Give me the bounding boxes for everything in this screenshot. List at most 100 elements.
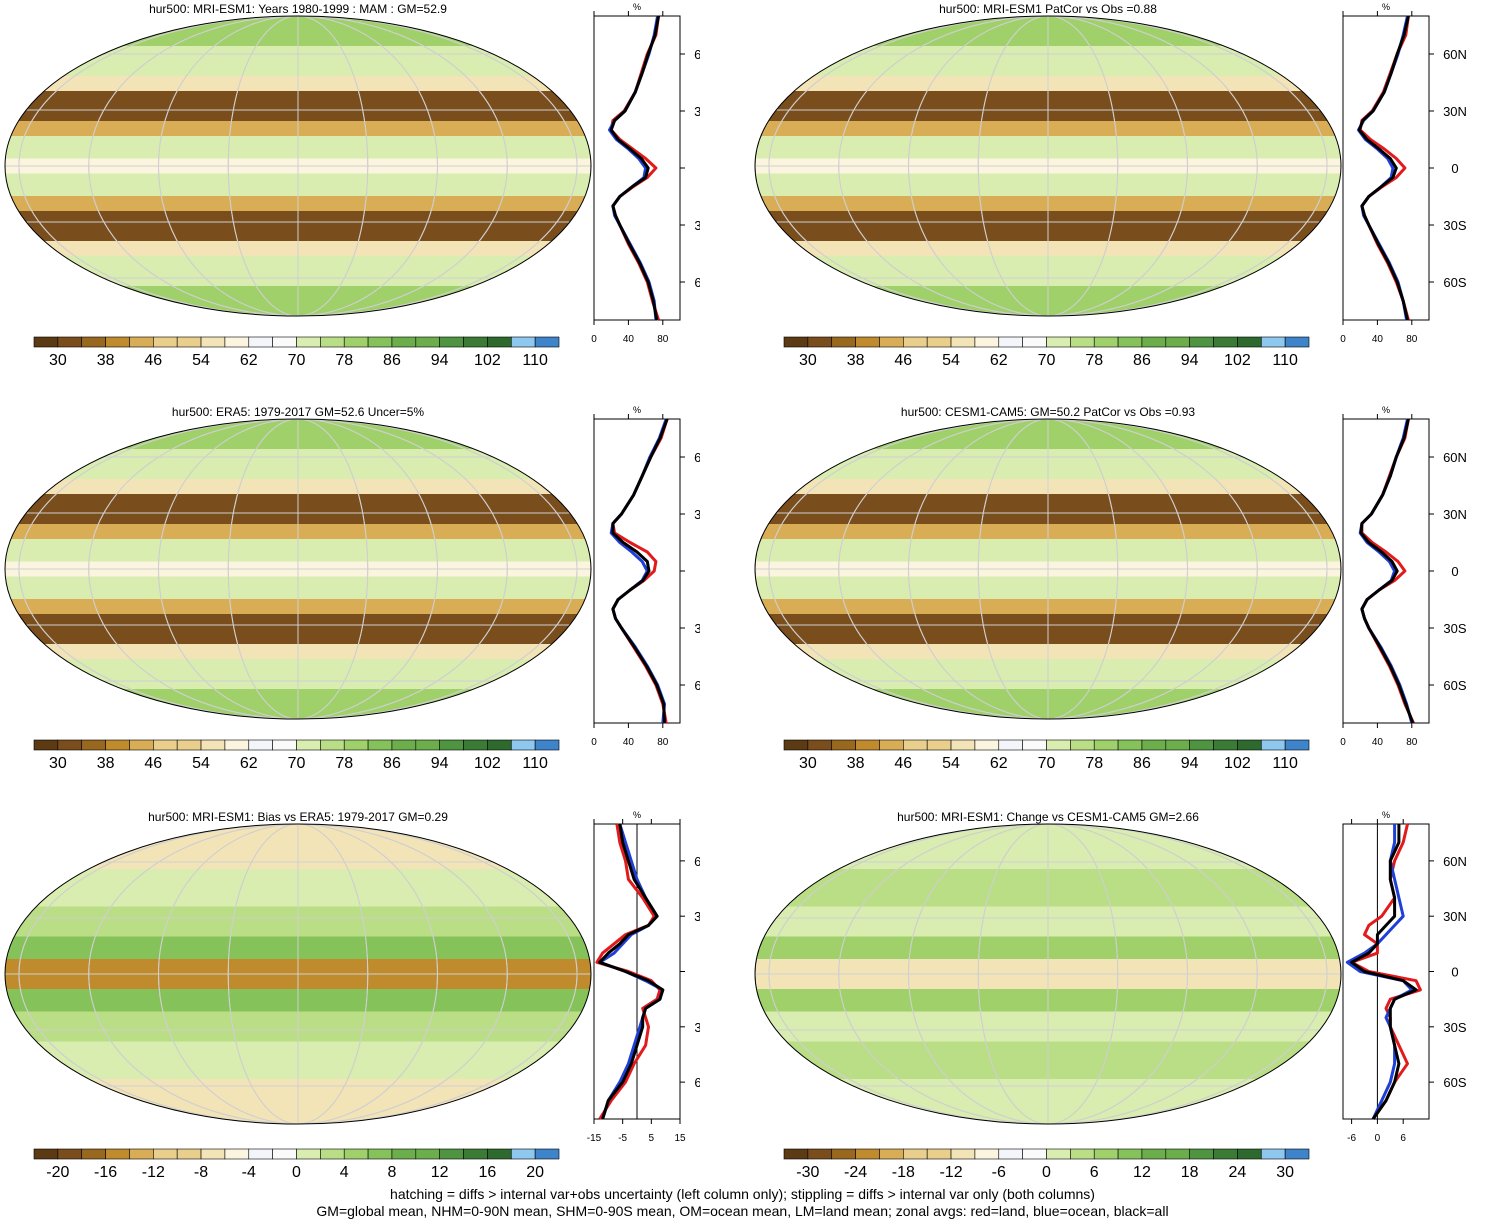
colorbar-tick-label: 54 [192,352,210,369]
colorbar-tick-label: 94 [431,352,449,369]
lat-tick-label: 30S [1443,1020,1466,1035]
colorbar-tick-label: 16 [479,1164,497,1181]
panel-cesm: hur500: CESM1-CAM5: GM=50.2 PatCor vs Ob… [750,403,1485,793]
profile-xlabel: % [633,2,641,12]
map-title: hur500: MRI-ESM1 PatCor vs Obs =0.88 [939,2,1157,16]
lat-tick-label: 60N [1443,854,1467,869]
lat-tick-label: 0 [1451,161,1458,176]
colorbar-tick-label: 38 [97,352,115,369]
lat-tick-label: 30N [694,507,700,522]
x-tick-label: 80 [657,737,669,748]
profile-line-all [598,823,665,1120]
colorbar-tick-label: 46 [894,352,912,369]
map-field [5,16,591,316]
profile-line-all [611,418,669,724]
colorbar-tick-label: -20 [46,1164,69,1181]
colorbar-tick-label: -12 [939,1164,962,1181]
map-title: hur500: ERA5: 1979-2017 GM=52.6 Uncer=5% [172,405,424,419]
lat-tick-label: 60N [694,854,700,869]
map-field [755,419,1341,719]
panel-svg: hur500: ERA5: 1979-2017 GM=52.6 Uncer=5%… [4,405,718,772]
x-tick-label: 0 [1340,737,1346,748]
x-tick-label: 40 [623,737,635,748]
x-tick-label: 40 [1372,737,1384,748]
colorbar-tick-label: 110 [522,755,548,772]
x-tick-label: 0 [591,737,597,748]
colorbar-tick-label: 70 [288,755,306,772]
colorbar-tick-label: 78 [1085,755,1103,772]
x-tick-label: 6 [1400,1133,1406,1144]
colorbar-tick-label: 78 [1085,352,1103,369]
footnote-line1: hatching = diffs > internal var+obs unce… [390,1186,1095,1202]
profile-line-all [1359,418,1415,724]
map-title: hur500: MRI-ESM1: Bias vs ERA5: 1979-201… [148,810,448,824]
colorbar-tick-label: -30 [796,1164,819,1181]
profile-line-all [1357,15,1410,321]
colorbar-tick-label: 18 [1181,1164,1199,1181]
colorbar-tick-label: 12 [1133,1164,1151,1181]
profile-xlabel: % [633,810,641,820]
colorbar-tick-label: -6 [992,1164,1006,1181]
lat-tick-label: 60S [694,1075,700,1090]
map-field [755,824,1341,1124]
lat-tick-label: 60S [1443,275,1466,290]
lat-tick-label: 0 [1451,965,1458,980]
x-tick-label: 80 [1406,737,1418,748]
colorbar-tick-label: 38 [97,755,115,772]
x-tick-label: 80 [1406,334,1418,345]
x-tick-label: 40 [623,334,635,345]
profile-xlabel: % [633,405,641,415]
colorbar-tick-label: 30 [1276,1164,1294,1181]
panel-svg: hur500: MRI-ESM1: Change vs CESM1-CAM5 G… [754,810,1467,1181]
lat-tick-label: 60S [1443,678,1466,693]
lat-tick-label: 30S [694,621,700,636]
lat-tick-label: 30S [1443,218,1466,233]
colorbar: -20 -16 -12 -8 -4 0 4 8 12 16 20 [33,1148,560,1181]
colorbar-tick-label: 62 [990,755,1008,772]
lat-tick-label: 30S [694,218,700,233]
colorbar-tick-label: 94 [1181,352,1199,369]
colorbar-tick-label: 54 [942,352,960,369]
x-tick-label: 80 [657,334,669,345]
panel-bias: hur500: MRI-ESM1: Bias vs ERA5: 1979-201… [0,808,718,1188]
colorbar-tick-label: 6 [1090,1164,1099,1181]
colorbar-tick-label: 0 [1042,1164,1051,1181]
colorbar-tick-label: -12 [142,1164,165,1181]
zonal-profile: 60N 30N 0 30S 60S -6 0 6% [1342,810,1467,1144]
lat-tick-label: 30S [1443,621,1466,636]
colorbar-tick-label: 30 [799,352,817,369]
colorbar: 30 38 46 54 62 70 78 86 94 102 110 [33,336,560,369]
panel-svg: hur500: MRI-ESM1: Years 1980-1999 : MAM … [4,2,718,369]
map-field [5,419,591,719]
colorbar-tick-label: -4 [242,1164,256,1181]
profile-xlabel: % [1382,405,1390,415]
colorbar-tick-label: -8 [194,1164,208,1181]
colorbar-tick-label: 38 [847,352,865,369]
colorbar-tick-label: 8 [388,1164,397,1181]
lat-tick-label: 60S [694,678,700,693]
colorbar-tick-label: 70 [1038,352,1056,369]
colorbar-tick-label: 102 [1224,755,1251,772]
x-tick-label: -6 [1347,1133,1356,1144]
colorbar-tick-label: 78 [335,352,353,369]
colorbar-tick-label: 86 [1133,352,1151,369]
x-tick-label: 40 [1372,334,1384,345]
colorbar: -30 -24 -18 -12 -6 0 6 12 18 24 30 [783,1148,1310,1181]
colorbar-tick-label: 110 [522,352,548,369]
lat-tick-label: 60N [1443,450,1467,465]
colorbar-tick-label: 94 [431,755,449,772]
colorbar-tick-label: 0 [292,1164,301,1181]
colorbar-tick-label: 4 [340,1164,349,1181]
colorbar-tick-label: -16 [94,1164,117,1181]
colorbar-tick-label: 24 [1229,1164,1247,1181]
panel-svg: hur500: CESM1-CAM5: GM=50.2 PatCor vs Ob… [754,405,1467,772]
colorbar-tick-label: 102 [474,755,501,772]
colorbar-tick-label: 102 [474,352,501,369]
map-field [755,16,1341,316]
colorbar-tick-label: 54 [192,755,210,772]
colorbar-tick-label: 30 [49,352,67,369]
colorbar-tick-label: 30 [799,755,817,772]
colorbar-tick-label: 78 [335,755,353,772]
colorbar-tick-label: 46 [144,755,162,772]
